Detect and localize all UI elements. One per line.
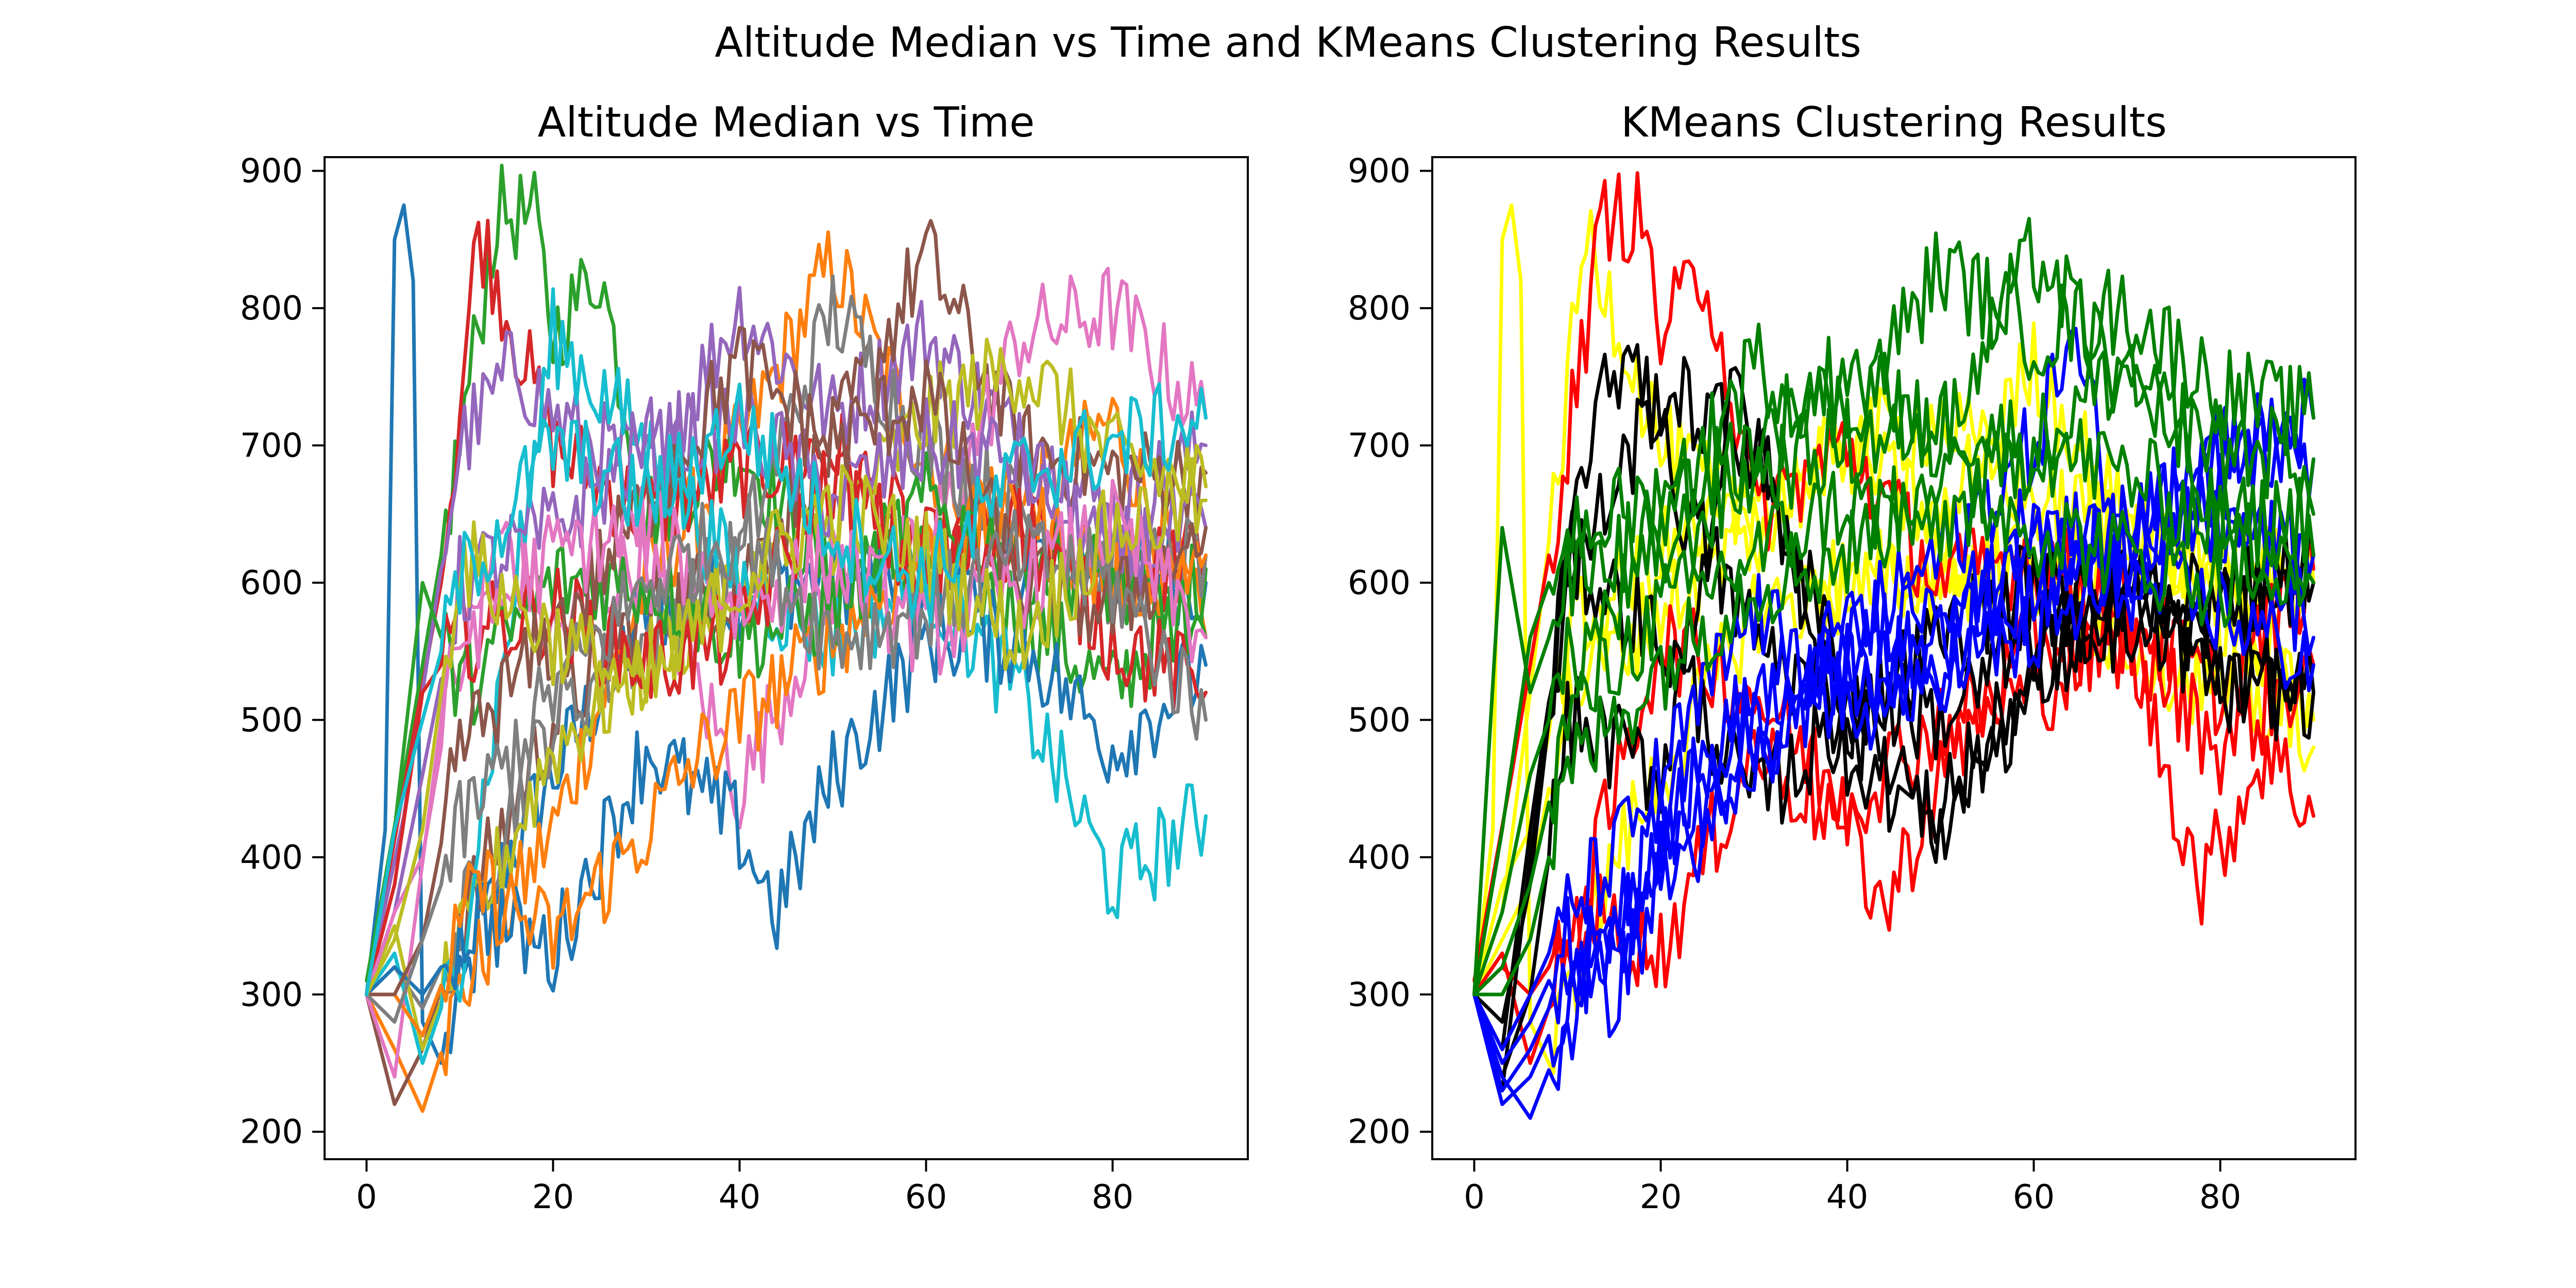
kmeans-y-tick-label: 700 xyxy=(1348,427,1411,465)
kmeans-series-line-20 xyxy=(1472,418,2315,996)
kmeans-y-tick-label: 800 xyxy=(1348,290,1411,328)
kmeans-y-tick-label: 300 xyxy=(1348,976,1411,1014)
kmeans-axes-frame xyxy=(1431,156,2357,1160)
kmeans-y-tick-label: 500 xyxy=(1348,701,1411,739)
altitude-x-tick-label: 20 xyxy=(532,1178,574,1216)
altitude-x-tick-label: 60 xyxy=(905,1178,947,1216)
kmeans-series-line-19 xyxy=(1472,350,2315,996)
altitude-y-tick-label: 900 xyxy=(240,152,303,191)
altitude-series-line-11 xyxy=(365,589,1208,996)
kmeans-series-line-10 xyxy=(1472,510,2315,1024)
altitude-x-tick-label: 0 xyxy=(356,1178,377,1216)
kmeans-y-tick-label: 200 xyxy=(1348,1113,1411,1151)
altitude-series-line-5 xyxy=(365,285,1208,996)
altitude-chart-title: Altitude Median vs Time xyxy=(538,98,1035,146)
kmeans-series-line-21 xyxy=(1472,436,2315,996)
kmeans-series-line-18 xyxy=(1472,217,2315,996)
kmeans-x-tick-label: 60 xyxy=(2013,1178,2055,1216)
kmeans-ticks: 0 20 40 60 80 200 300 400 500 600 700 800 900 xyxy=(1348,152,2241,1216)
kmeans-y-tick-label: 400 xyxy=(1348,839,1411,877)
altitude-axes-frame xyxy=(324,156,1249,1160)
axes-altitude-median: 0 20 40 60 80 200 300 400 500 600 700 800 900 Altitu… xyxy=(240,98,1249,1216)
kmeans-series-line-11 xyxy=(1472,366,2315,1079)
kmeans-series-line-15 xyxy=(1472,327,2315,1120)
altitude-x-tick-label: 80 xyxy=(1092,1178,1133,1216)
altitude-x-tick-label: 40 xyxy=(719,1178,760,1216)
altitude-series-line-9 xyxy=(365,337,1208,1052)
kmeans-series-line-4 xyxy=(1472,496,2315,996)
kmeans-x-tick-label: 80 xyxy=(2199,1178,2241,1216)
altitude-y-tick-label: 800 xyxy=(240,290,303,328)
kmeans-y-tick-label: 600 xyxy=(1348,564,1411,602)
kmeans-series-line-12 xyxy=(1472,405,2315,1106)
kmeans-y-tick-label: 900 xyxy=(1348,152,1411,191)
altitude-y-tick-label: 700 xyxy=(240,427,303,465)
altitude-y-tick-label: 500 xyxy=(240,701,303,739)
kmeans-x-tick-label: 0 xyxy=(1464,1178,1485,1216)
altitude-y-tick-label: 600 xyxy=(240,564,303,602)
altitude-ticks: 0 20 40 60 80 200 300 400 500 600 700 800 900 xyxy=(240,152,1133,1216)
altitude-y-tick-label: 200 xyxy=(240,1113,303,1151)
kmeans-series-line-6 xyxy=(1472,598,2315,996)
kmeans-x-tick-label: 40 xyxy=(1826,1178,1868,1216)
altitude-series-line-20 xyxy=(365,382,1208,996)
figure-suptitle: Altitude Median vs Time and KMeans Clust… xyxy=(715,19,1861,66)
altitude-y-tick-label: 400 xyxy=(240,839,303,877)
altitude-y-tick-label: 300 xyxy=(240,976,303,1014)
axes-kmeans-clustering: 0 20 40 60 80 200 300 400 500 600 700 800 900 KMeans… xyxy=(1348,98,2357,1216)
altitude-series-line-19 xyxy=(365,456,1208,996)
kmeans-lines xyxy=(1472,171,2315,1120)
kmeans-series-line-3 xyxy=(1472,321,2315,996)
kmeans-chart-title: KMeans Clustering Results xyxy=(1621,98,2167,146)
altitude-series-line-15 xyxy=(365,377,1208,996)
altitude-lines xyxy=(365,163,1208,1113)
kmeans-x-tick-label: 20 xyxy=(1640,1178,1682,1216)
altitude-series-line-16 xyxy=(365,326,1208,996)
